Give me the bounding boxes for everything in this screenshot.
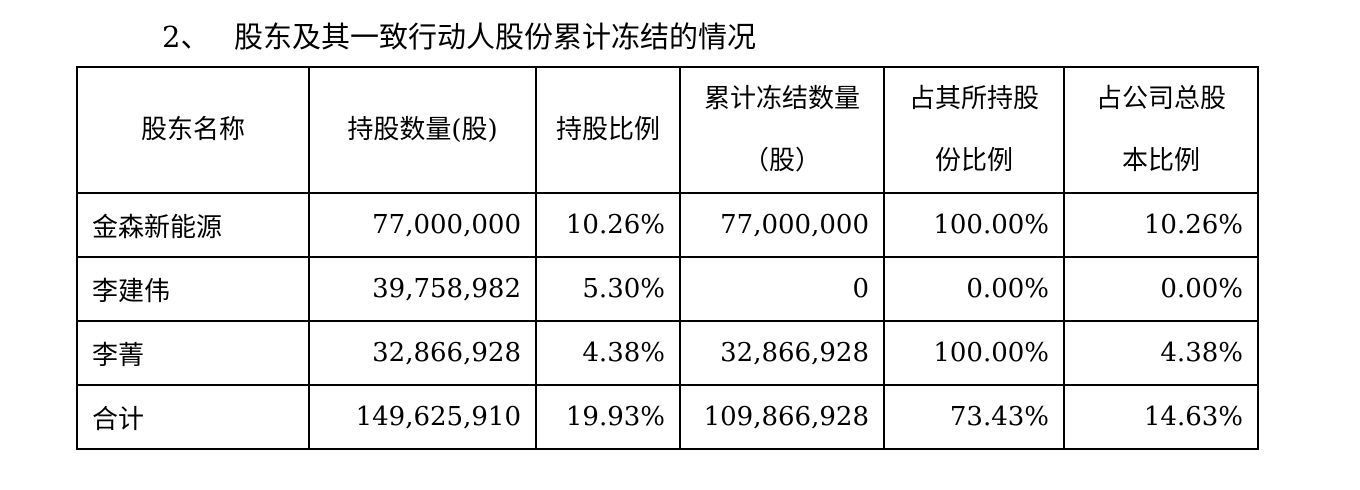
section-heading: 2、 股东及其一致行动人股份累计冻结的情况: [162, 14, 756, 60]
cell-shareholder-name: 李菁: [76, 320, 310, 386]
cell-holding-ratio: 4.38%: [535, 320, 681, 386]
cell-holding-ratio: 10.26%: [535, 192, 681, 258]
header-holding-ratio: 持股比例: [535, 66, 681, 194]
cell-shares-held: 39,758,982: [308, 256, 537, 322]
section-number: 2、: [162, 20, 210, 54]
table-row: 李建伟 39,758,982 5.30% 0 0.00% 0.00%: [76, 256, 1259, 322]
cell-frozen-shares: 32,866,928: [679, 320, 885, 386]
cell-shares-held: 32,866,928: [308, 320, 537, 386]
header-ratio-of-total-capital: 占公司总股 本比例: [1063, 66, 1259, 194]
cell-ratio-of-own-holding: 0.00%: [883, 256, 1065, 322]
cell-ratio-of-total-capital: 0.00%: [1063, 256, 1259, 322]
header-shareholder-name: 股东名称: [76, 66, 310, 194]
cell-total-label: 合计: [76, 384, 310, 450]
cell-holding-ratio: 19.93%: [535, 384, 681, 450]
table-row: 李菁 32,866,928 4.38% 32,866,928 100.00% 4…: [76, 320, 1259, 386]
cell-frozen-shares: 77,000,000: [679, 192, 885, 258]
cell-frozen-shares: 109,866,928: [679, 384, 885, 450]
cell-ratio-of-own-holding: 73.43%: [883, 384, 1065, 450]
header-ratio-of-own-holding: 占其所持股 份比例: [883, 66, 1065, 194]
header-frozen-shares: 累计冻结数量 （股）: [679, 66, 885, 194]
cell-holding-ratio: 5.30%: [535, 256, 681, 322]
table-header-row: 股东名称 持股数量(股) 持股比例 累计冻结数量 （股） 占其所持股 份比例 占…: [76, 66, 1259, 194]
cell-frozen-shares: 0: [679, 256, 885, 322]
cell-ratio-of-total-capital: 10.26%: [1063, 192, 1259, 258]
cell-ratio-of-own-holding: 100.00%: [883, 192, 1065, 258]
cell-shares-held: 149,625,910: [308, 384, 537, 450]
cell-ratio-of-own-holding: 100.00%: [883, 320, 1065, 386]
cell-shares-held: 77,000,000: [308, 192, 537, 258]
header-shares-held: 持股数量(股): [308, 66, 537, 194]
cell-shareholder-name: 金森新能源: [76, 192, 310, 258]
cell-shareholder-name: 李建伟: [76, 256, 310, 322]
section-title: 股东及其一致行动人股份累计冻结的情况: [234, 20, 757, 54]
cell-ratio-of-total-capital: 14.63%: [1063, 384, 1259, 450]
table-total-row: 合计 149,625,910 19.93% 109,866,928 73.43%…: [76, 384, 1259, 450]
cell-ratio-of-total-capital: 4.38%: [1063, 320, 1259, 386]
frozen-shares-table: 股东名称 持股数量(股) 持股比例 累计冻结数量 （股） 占其所持股 份比例 占…: [76, 66, 1259, 450]
table-row: 金森新能源 77,000,000 10.26% 77,000,000 100.0…: [76, 192, 1259, 258]
